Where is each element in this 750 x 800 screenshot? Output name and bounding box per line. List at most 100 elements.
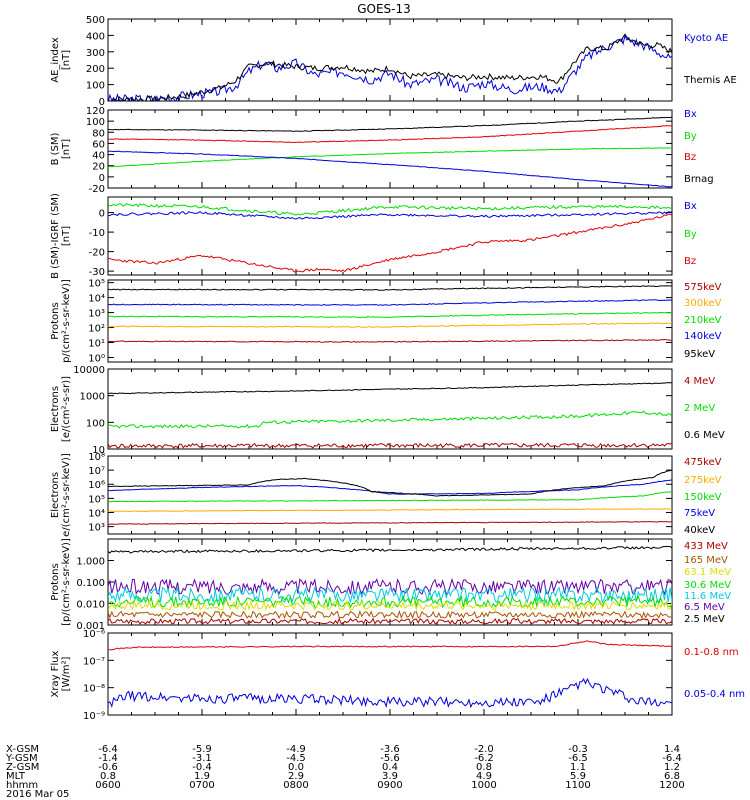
y-tick-label: 10²	[88, 324, 105, 335]
panel-electrons_mev: 10 100 1000 10000 Electrons [e/(cm²-s-sr)] 4 M…	[50, 365, 725, 456]
time-axis-value: 1.2	[664, 762, 680, 773]
time-axis-value: -0.4	[192, 762, 212, 773]
y-axis-label: Electrons	[50, 472, 61, 518]
legend-label: 63.1 MeV	[684, 567, 731, 578]
y-tick-label: 10⁻⁸	[83, 684, 105, 695]
series-433-mev	[108, 545, 672, 554]
time-axis-value: 0.8	[100, 771, 116, 782]
panel-ae: 0 100 200 300 400 500 AE_index [nT] Kyoto AE Them…	[50, 15, 737, 108]
legend-label: Bx	[684, 201, 697, 212]
time-axis-row-label: MLT	[6, 771, 26, 782]
y-tick-label: 10⁶	[88, 480, 105, 491]
y-tick-label: 10⁵	[88, 494, 105, 505]
time-axis-value: 1100	[565, 780, 590, 791]
panel-electrons_kev: 10³ 10⁴ 10⁵ 10⁶ 10⁷ 10⁸ Electrons e/(cm²-s-sr-k…	[50, 452, 722, 537]
series-2-5-mev	[108, 617, 672, 625]
series-themis-ae	[108, 33, 672, 101]
y-tick-label: 120	[86, 106, 105, 117]
time-axis-value: 0800	[283, 780, 308, 791]
y-axis-label: [W/m²]	[61, 656, 72, 691]
series-6-5-mev	[108, 577, 672, 596]
y-tick-label: -30	[89, 267, 105, 278]
time-axis-value: -1.4	[98, 753, 118, 764]
y-tick-label: 10⁻⁶	[83, 629, 105, 640]
series-by	[108, 147, 672, 168]
time-axis-value: -5.6	[380, 753, 400, 764]
series-bz	[108, 213, 672, 273]
legend-label: 275keV	[684, 475, 722, 486]
legend-label: 165 MeV	[684, 555, 728, 566]
legend-label: 2.5 MeV	[684, 614, 725, 625]
time-axis-row-label: X-GSM	[6, 744, 39, 755]
panel-protons_mev: 10⁰ 10¹ 10² 10³ 10⁴ 10⁵ Protons p/(cm²-s-sr-keV…	[50, 279, 722, 365]
time-axis-value: 6.8	[664, 771, 680, 782]
time-axis-value: 0900	[377, 780, 402, 791]
y-tick-label: 10³	[88, 523, 105, 534]
series-165-mev	[108, 609, 672, 620]
y-axis-label: p/(cm²-s-sr-keV)]	[61, 279, 72, 363]
series-300kev	[108, 322, 672, 328]
legend-label: Bz	[684, 152, 696, 163]
time-axis-value: 4.9	[476, 771, 492, 782]
y-tick-label: 10⁻⁷	[83, 656, 105, 667]
series-210kev	[108, 311, 672, 319]
time-axis-value: -0.3	[568, 744, 588, 755]
y-tick-label: 10	[92, 445, 105, 456]
y-tick-label: 100	[86, 117, 105, 128]
y-axis-label: Xray Flux	[50, 650, 61, 697]
legend-label: 6.5 MeV	[684, 602, 725, 613]
time-axis-value: 1.4	[664, 744, 680, 755]
y-axis-label: AE_index	[50, 37, 61, 83]
time-axis-value: -6.5	[568, 753, 588, 764]
legend-label: 575keV	[684, 282, 722, 293]
series-275kev	[108, 508, 672, 513]
y-tick-label: 80	[92, 128, 105, 139]
series-63-1-mev	[108, 599, 672, 612]
legend-label: 11.6 MeV	[684, 591, 731, 602]
y-tick-label: 10¹	[88, 339, 105, 350]
y-tick-label: 0.100	[76, 578, 105, 589]
time-axis-value: -0.6	[98, 762, 118, 773]
series-bx	[108, 150, 672, 188]
legend-label: 0.6 MeV	[684, 430, 725, 441]
legend-label: 2 MeV	[684, 403, 715, 414]
series-475kev	[108, 521, 672, 525]
legend-label: Brnag	[684, 174, 714, 185]
legend-label: 475keV	[684, 457, 722, 468]
y-tick-label: -20	[89, 248, 105, 259]
time-axis-value: -4.5	[286, 753, 306, 764]
time-axis-value: -2.0	[474, 744, 494, 755]
time-axis-value: -3.1	[192, 753, 212, 764]
time-axis-row-label: Y-GSM	[5, 753, 38, 764]
y-tick-label: 20	[92, 162, 105, 173]
series-0-6-mev	[108, 382, 672, 395]
time-axis-value: -3.6	[380, 744, 400, 755]
y-tick-label: 0.001	[76, 621, 105, 632]
y-tick-label: 200	[86, 64, 105, 75]
time-axis-value: -6.4	[98, 744, 118, 755]
series-75kev	[108, 479, 672, 495]
panel-digrf: -30 -20 -10 0 B (SM)-IGRF (SM) [nT] Bx By Bz	[50, 193, 697, 279]
y-tick-label: 10⁸	[88, 452, 105, 463]
time-axis-value: 1.9	[194, 771, 210, 782]
y-tick-label: 10⁴	[88, 294, 105, 305]
legend-label: 4 MeV	[684, 376, 715, 387]
series-2-mev	[108, 410, 672, 429]
y-tick-label: 0.010	[76, 600, 105, 611]
series-95kev	[108, 285, 672, 291]
time-axis-value: -6.4	[662, 753, 682, 764]
y-tick-label: 10⁵	[88, 279, 105, 290]
y-tick-label: 0	[99, 97, 105, 108]
panel-frame	[107, 18, 673, 102]
y-tick-label: 100	[86, 418, 105, 429]
y-tick-label: 100	[86, 81, 105, 92]
y-axis-label: Protons	[50, 302, 61, 339]
y-axis-label: Protons	[50, 563, 61, 600]
series-0-05-0-4-nm	[108, 677, 672, 709]
y-tick-label: 10⁴	[88, 508, 105, 519]
legend-label: 210keV	[684, 315, 722, 326]
panel-frame	[107, 196, 673, 276]
y-tick-label: 10⁷	[88, 466, 105, 477]
